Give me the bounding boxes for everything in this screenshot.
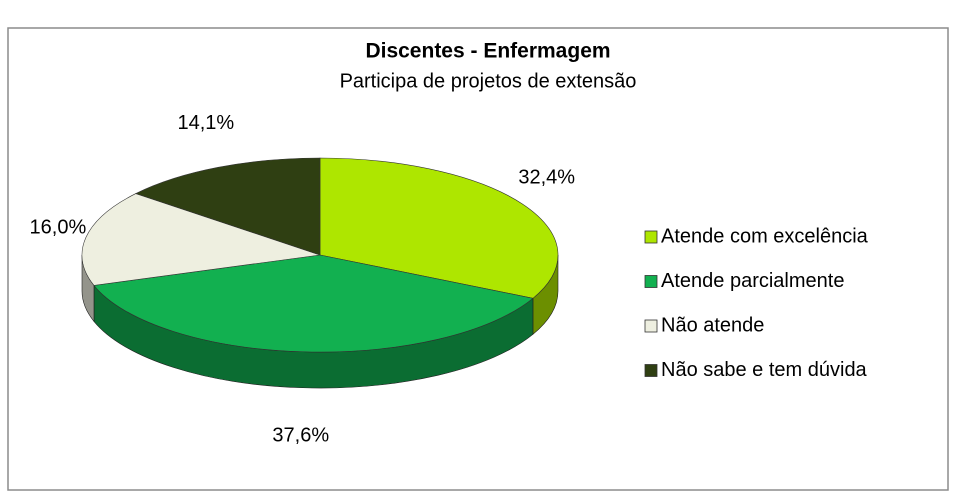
pie-slice: [81, 193, 321, 286]
pie-slice: [319, 157, 559, 299]
pie-slice: [93, 254, 534, 353]
data-label: 16,0%: [30, 217, 87, 239]
chart-title: Discentes - Enfermagem: [365, 40, 610, 63]
data-label: 32,4%: [518, 167, 575, 189]
legend-label: Atende parcialmente: [661, 270, 844, 292]
data-label: 14,1%: [177, 112, 234, 134]
legend-swatch: [644, 230, 658, 244]
chart-subtitle: Participa de projetos de extensão: [340, 70, 637, 92]
legend-swatch: [644, 364, 658, 377]
legend-label: Atende com excelência: [661, 225, 869, 247]
legend-swatch: [644, 319, 658, 333]
legend-swatch: [644, 275, 658, 288]
legend-label: Não sabe e tem dúvida: [661, 359, 868, 381]
pie-slice: [135, 157, 321, 256]
legend-label: Não atende: [661, 314, 764, 336]
data-label: 37,6%: [272, 424, 329, 446]
